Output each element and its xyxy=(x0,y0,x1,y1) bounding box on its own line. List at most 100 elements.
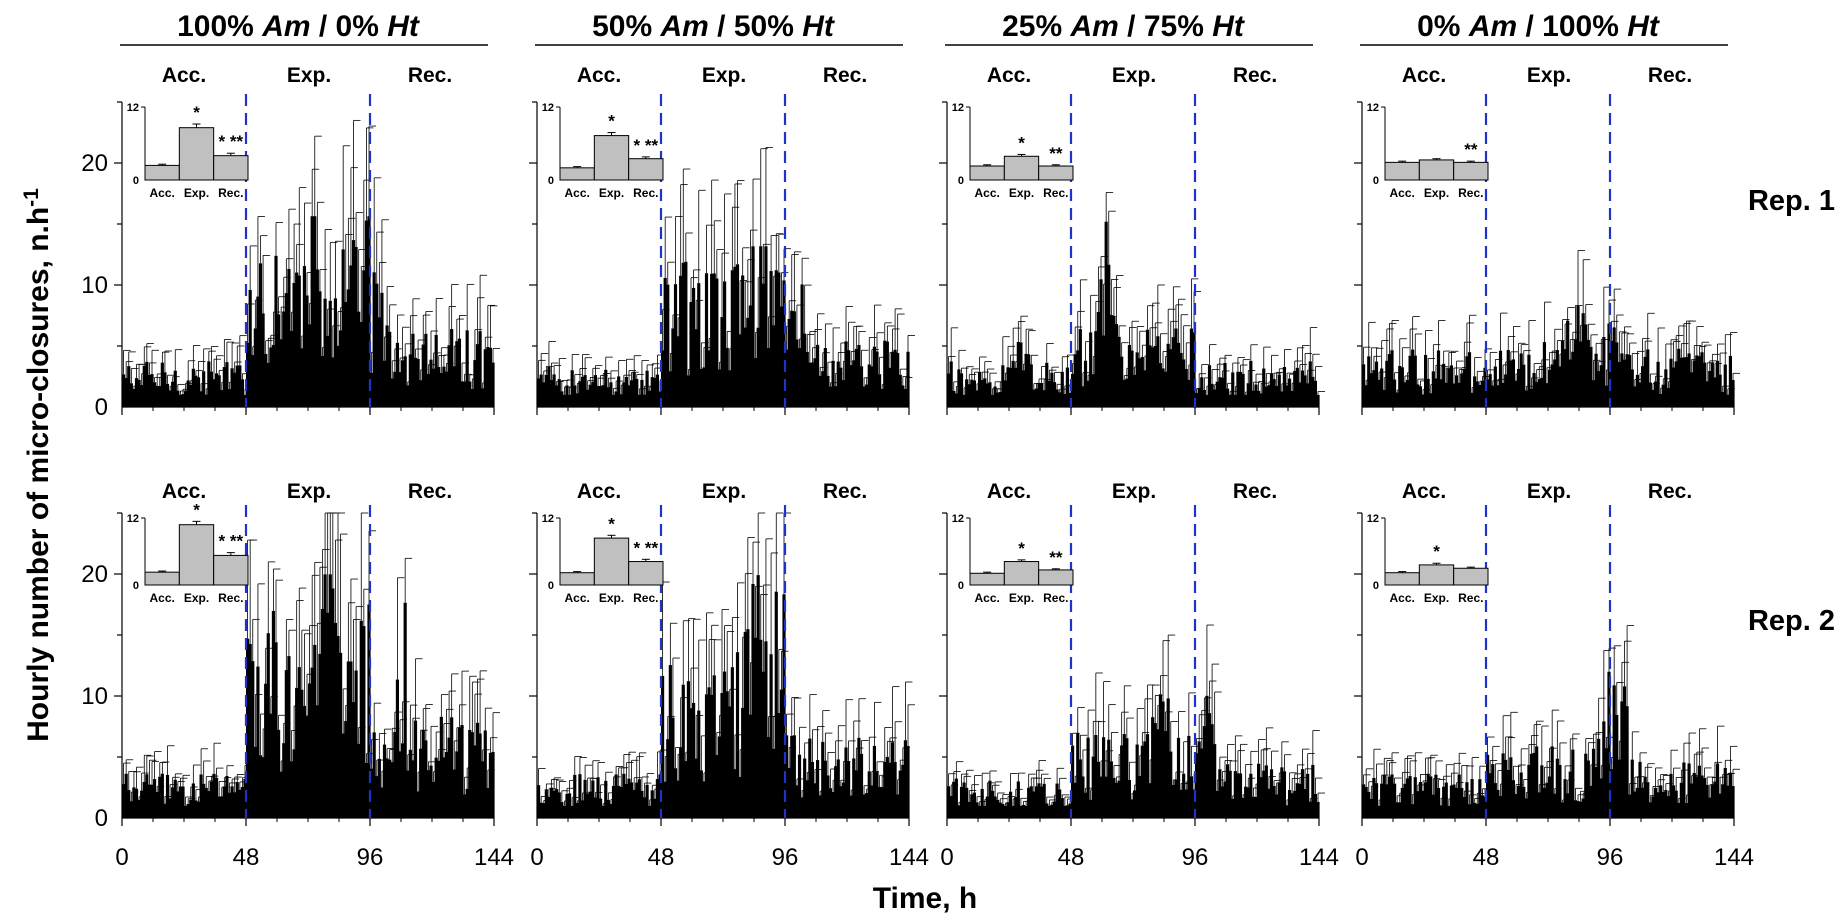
hourly-bar xyxy=(601,385,605,407)
hourly-bar xyxy=(1016,342,1020,407)
hourly-bar xyxy=(772,748,776,818)
hourly-bar xyxy=(1519,772,1523,818)
hourly-bar xyxy=(1174,328,1178,407)
hourly-bar xyxy=(539,374,543,407)
hourly-bar xyxy=(1228,394,1232,407)
hourly-bar xyxy=(823,760,827,818)
hourly-bar xyxy=(488,347,493,407)
hourly-bar xyxy=(1001,365,1005,407)
hourly-bar xyxy=(645,370,649,407)
hourly-bar xyxy=(1063,805,1067,818)
hourly-bar xyxy=(437,760,441,818)
hourly-bar xyxy=(122,784,126,818)
hourly-bar xyxy=(1723,364,1727,407)
hourly-bar xyxy=(1133,790,1137,818)
phase-label: Exp. xyxy=(702,480,746,503)
hourly-bar xyxy=(552,374,556,407)
hourly-bar xyxy=(1620,701,1624,818)
hourly-bar xyxy=(1393,379,1397,407)
hourly-bar xyxy=(717,736,722,818)
hourly-bar xyxy=(1555,350,1559,407)
hourly-bar xyxy=(212,379,216,407)
hourly-bar xyxy=(382,360,387,407)
hourly-bar xyxy=(225,775,229,818)
hourly-bar xyxy=(1102,335,1106,407)
hourly-bar xyxy=(230,368,234,407)
hourly-bar xyxy=(191,783,195,818)
hourly-bar xyxy=(1491,385,1495,407)
hourly-bar xyxy=(129,801,133,818)
hourly-bar xyxy=(1040,786,1044,818)
hourly-bar xyxy=(962,394,966,407)
hourly-bar xyxy=(1460,373,1464,407)
hourly-bar xyxy=(1078,329,1082,407)
hourly-bar xyxy=(359,620,363,818)
hourly-bar xyxy=(1436,350,1441,407)
hourly-bar xyxy=(962,782,966,818)
hourly-bar xyxy=(1293,370,1297,407)
hourly-bar xyxy=(287,656,291,818)
inset-category-label: Rec. xyxy=(1043,186,1068,200)
hourly-bar xyxy=(1117,780,1121,818)
hourly-bar xyxy=(735,652,740,818)
hourly-bar xyxy=(1628,794,1632,818)
hourly-bar xyxy=(1615,714,1619,818)
hourly-bar xyxy=(380,787,384,818)
hourly-bar xyxy=(1264,765,1268,818)
hourly-bar xyxy=(699,770,703,818)
hourly-bar xyxy=(377,758,381,818)
hourly-bar xyxy=(679,275,683,407)
hourly-bar xyxy=(650,790,654,818)
hourly-bar xyxy=(1434,378,1438,407)
hourly-bar xyxy=(393,732,397,818)
inset-y-tick-label: 12 xyxy=(127,513,139,525)
hourly-bar xyxy=(663,781,667,818)
hourly-bar xyxy=(279,339,283,407)
hourly-bar xyxy=(199,774,203,818)
hourly-bar xyxy=(967,801,971,818)
hourly-bar xyxy=(1690,783,1694,818)
hourly-bar xyxy=(743,631,747,818)
hourly-bar xyxy=(194,375,198,407)
hourly-bar xyxy=(580,376,585,407)
hourly-bar xyxy=(810,362,815,407)
hourly-bar xyxy=(1659,785,1663,818)
hourly-bar xyxy=(351,702,356,818)
hourly-bar xyxy=(1164,731,1168,818)
hourly-bar xyxy=(1413,355,1417,407)
hourly-bar xyxy=(1236,773,1240,818)
hourly-bar xyxy=(419,380,423,407)
hourly-bar xyxy=(1311,376,1315,407)
hourly-bar xyxy=(1303,788,1307,818)
hourly-bar xyxy=(248,290,252,407)
inset-y-tick-label: 12 xyxy=(1367,102,1379,114)
phase-label: Rec. xyxy=(1233,64,1277,87)
hourly-bar xyxy=(954,393,958,407)
hourly-bar xyxy=(165,383,170,407)
hourly-bar xyxy=(1635,374,1640,407)
y-tick-label: 20 xyxy=(81,150,108,177)
hourly-bar xyxy=(238,789,242,818)
hourly-bar xyxy=(867,771,871,818)
hourly-bar xyxy=(419,748,423,818)
hourly-bar xyxy=(1374,361,1379,407)
hourly-bar xyxy=(627,778,631,818)
hourly-bar xyxy=(1442,786,1446,818)
hourly-bar xyxy=(1669,773,1673,818)
hourly-bar xyxy=(359,321,363,407)
hourly-bar xyxy=(1475,803,1479,818)
hourly-bar xyxy=(1380,783,1384,818)
hourly-bar xyxy=(1465,356,1469,407)
hourly-bar xyxy=(1677,802,1681,818)
hourly-bar xyxy=(839,367,843,407)
hourly-bar xyxy=(465,788,469,818)
hourly-bar xyxy=(269,347,273,407)
hourly-bar xyxy=(189,384,193,407)
hourly-bar xyxy=(132,787,136,818)
inset-bar xyxy=(1038,569,1074,586)
hourly-bar xyxy=(702,367,706,407)
hourly-bar xyxy=(457,338,462,407)
hourly-bar xyxy=(261,757,265,818)
hourly-bar xyxy=(1024,805,1028,818)
hourly-bar xyxy=(1429,393,1433,407)
